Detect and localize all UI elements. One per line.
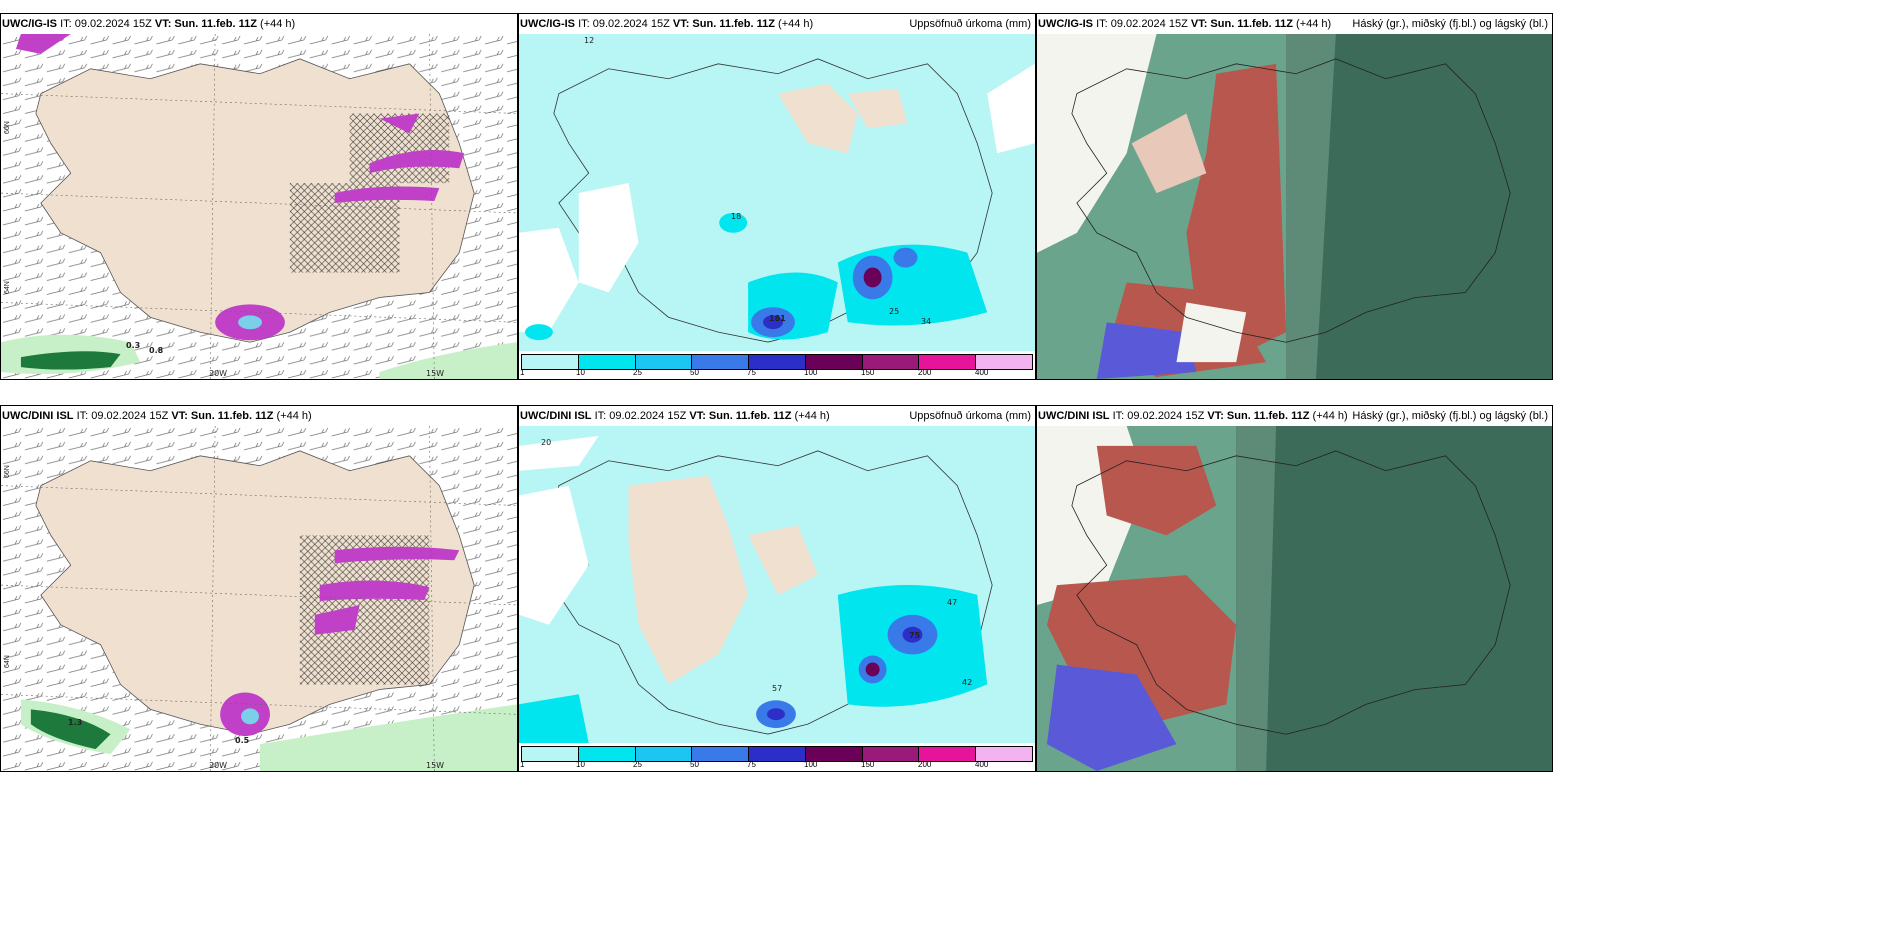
precip-value-label: 57 [772,684,783,693]
colorbar-cell [862,747,920,761]
wind-map [1,426,517,771]
colorbar-cell [805,747,863,761]
colorbar-tick: 25 [633,368,642,377]
colorbar-tick: 400 [975,760,989,769]
colorbar-tick: 200 [918,760,932,769]
colorbar-tick: 1 [520,368,525,377]
colorbar-tick: 1 [520,760,525,769]
lat-label-64n: 64N [4,655,11,668]
precip-colorbar: 1 10 25 50 75 100 150 200 400 [519,743,1035,771]
colorbar-cell [692,747,750,761]
precip-value-label: 18 [731,212,742,221]
wind-value-label: 1.3 [68,718,83,727]
colorbar-cell [578,747,636,761]
precip-value-label: 34 [921,317,932,326]
colorbar-tick: 200 [918,368,932,377]
colorbar-cell [862,355,920,369]
colorbar-cell [578,355,636,369]
lat-label-64n: 64N [4,281,11,294]
colorbar-tick: 25 [633,760,642,769]
wind-map [1,34,517,379]
precip-map [519,34,1035,351]
lon-label-15w: 15W [426,761,445,770]
colorbar-cell [522,355,579,369]
panel-title: Háský (gr.), miðský (fj.bl.) og lágský (… [1352,410,1548,422]
lat-label-66n: 66N [4,121,11,134]
colorbar-cell [919,747,977,761]
panel-header: UWC/IG-IS IT: 09.02.2024 15Z VT: Sun. 11… [519,14,1035,34]
precip-value-label: 47 [947,598,958,607]
colorbar-tick: 75 [747,760,756,769]
colorbar-cell [692,355,750,369]
cloud-panel-top: UWC/IG-IS IT: 09.02.2024 15Z VT: Sun. 11… [1036,13,1553,380]
wind-panel-top: UWC/IG-IS IT: 09.02.2024 15Z VT: Sun. 11… [0,13,518,380]
colorbar-cell [976,747,1033,761]
colorbar-cell [749,355,806,369]
panel-header: UWC/DINI ISL IT: 09.02.2024 15Z VT: Sun.… [1037,406,1552,426]
colorbar-cell [522,747,579,761]
colorbar-cell [749,747,806,761]
lon-label-15w: 15W [426,369,445,378]
precip-value-label: 20 [541,438,552,447]
precip-value-label: 75 [909,631,921,640]
wind-value-label: 0.8 [149,346,164,355]
lat-label-66n: 66N [4,465,11,478]
panel-header: UWC/DINI ISL IT: 09.02.2024 15Z VT: Sun.… [519,406,1035,426]
colorbar-tick: 50 [690,760,699,769]
precip-value-label: 25 [889,307,900,316]
wind-value-label: 0.3 [126,341,141,350]
colorbar-tick: 75 [747,368,756,377]
panel-title: Uppsöfnuð úrkoma (mm) [909,18,1031,30]
lon-label-20w: 20W [209,369,228,378]
cloud-map [1037,426,1552,771]
colorbar-tick: 100 [804,760,818,769]
colorbar-cell [976,355,1033,369]
precip-map [519,426,1035,743]
panel-title: Uppsöfnuð úrkoma (mm) [909,410,1031,422]
lon-label-20w: 20W [209,761,228,770]
cloud-map [1037,34,1552,379]
colorbar-cell [805,355,863,369]
precip-panel-top: UWC/IG-IS IT: 09.02.2024 15Z VT: Sun. 11… [518,13,1036,380]
colorbar-tick: 100 [804,368,818,377]
colorbar-cell [635,747,693,761]
cloud-panel-bottom: UWC/DINI ISL IT: 09.02.2024 15Z VT: Sun.… [1036,405,1553,772]
colorbar-tick: 150 [861,760,875,769]
wind-panel-bottom: UWC/DINI ISL IT: 09.02.2024 15Z VT: Sun.… [0,405,518,772]
colorbar-cell [635,355,693,369]
precip-value-label: 12 [584,36,595,45]
colorbar-cell [919,355,977,369]
panel-header: UWC/DINI ISL IT: 09.02.2024 15Z VT: Sun.… [1,406,517,426]
precip-panel-bottom: UWC/DINI ISL IT: 09.02.2024 15Z VT: Sun.… [518,405,1036,772]
wind-value-label: 0.5 [235,736,250,745]
colorbar-tick: 150 [861,368,875,377]
colorbar-tick: 10 [576,760,585,769]
panel-header: UWC/IG-IS IT: 09.02.2024 15Z VT: Sun. 11… [1,14,517,34]
panel-title: Háský (gr.), miðský (fj.bl.) og lágský (… [1352,18,1548,30]
panel-header: UWC/IG-IS IT: 09.02.2024 15Z VT: Sun. 11… [1037,14,1552,34]
precip-colorbar: 1 10 25 50 75 100 150 200 400 [519,351,1035,379]
precip-value-label: 181 [769,314,786,323]
colorbar-tick: 50 [690,368,699,377]
colorbar-tick: 400 [975,368,989,377]
precip-value-label: 42 [962,678,973,687]
colorbar-tick: 10 [576,368,585,377]
